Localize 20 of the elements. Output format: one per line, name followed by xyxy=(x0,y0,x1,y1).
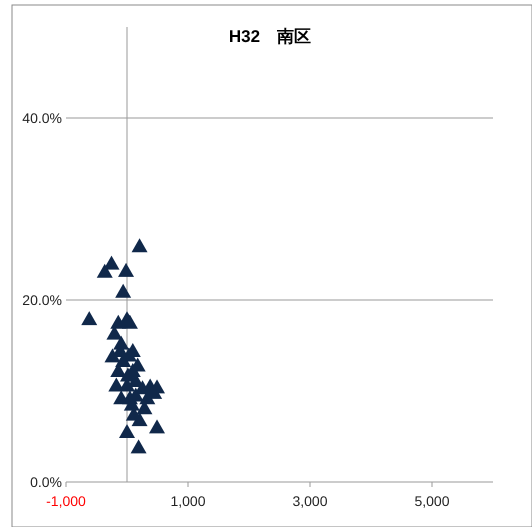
point xyxy=(130,439,147,454)
chart-title: H32 南区 xyxy=(228,27,312,46)
point xyxy=(149,419,166,434)
point xyxy=(132,238,148,252)
point xyxy=(119,424,135,438)
point xyxy=(96,264,113,278)
point xyxy=(118,262,134,277)
point xyxy=(132,412,148,426)
x-tick-label: 3,000 xyxy=(292,493,328,509)
point xyxy=(122,314,138,329)
y-tick-label: 20.0% xyxy=(22,292,62,308)
point xyxy=(115,284,132,298)
point xyxy=(104,256,120,270)
x-tick-label: 1,000 xyxy=(170,493,206,509)
y-tick-label: 40.0% xyxy=(22,110,62,126)
x-tick-label: 5,000 xyxy=(414,493,450,509)
y-tick-label: 0.0% xyxy=(30,474,62,490)
point xyxy=(122,390,138,404)
point xyxy=(81,311,98,326)
x-tick-label: -1,000 xyxy=(46,493,86,509)
